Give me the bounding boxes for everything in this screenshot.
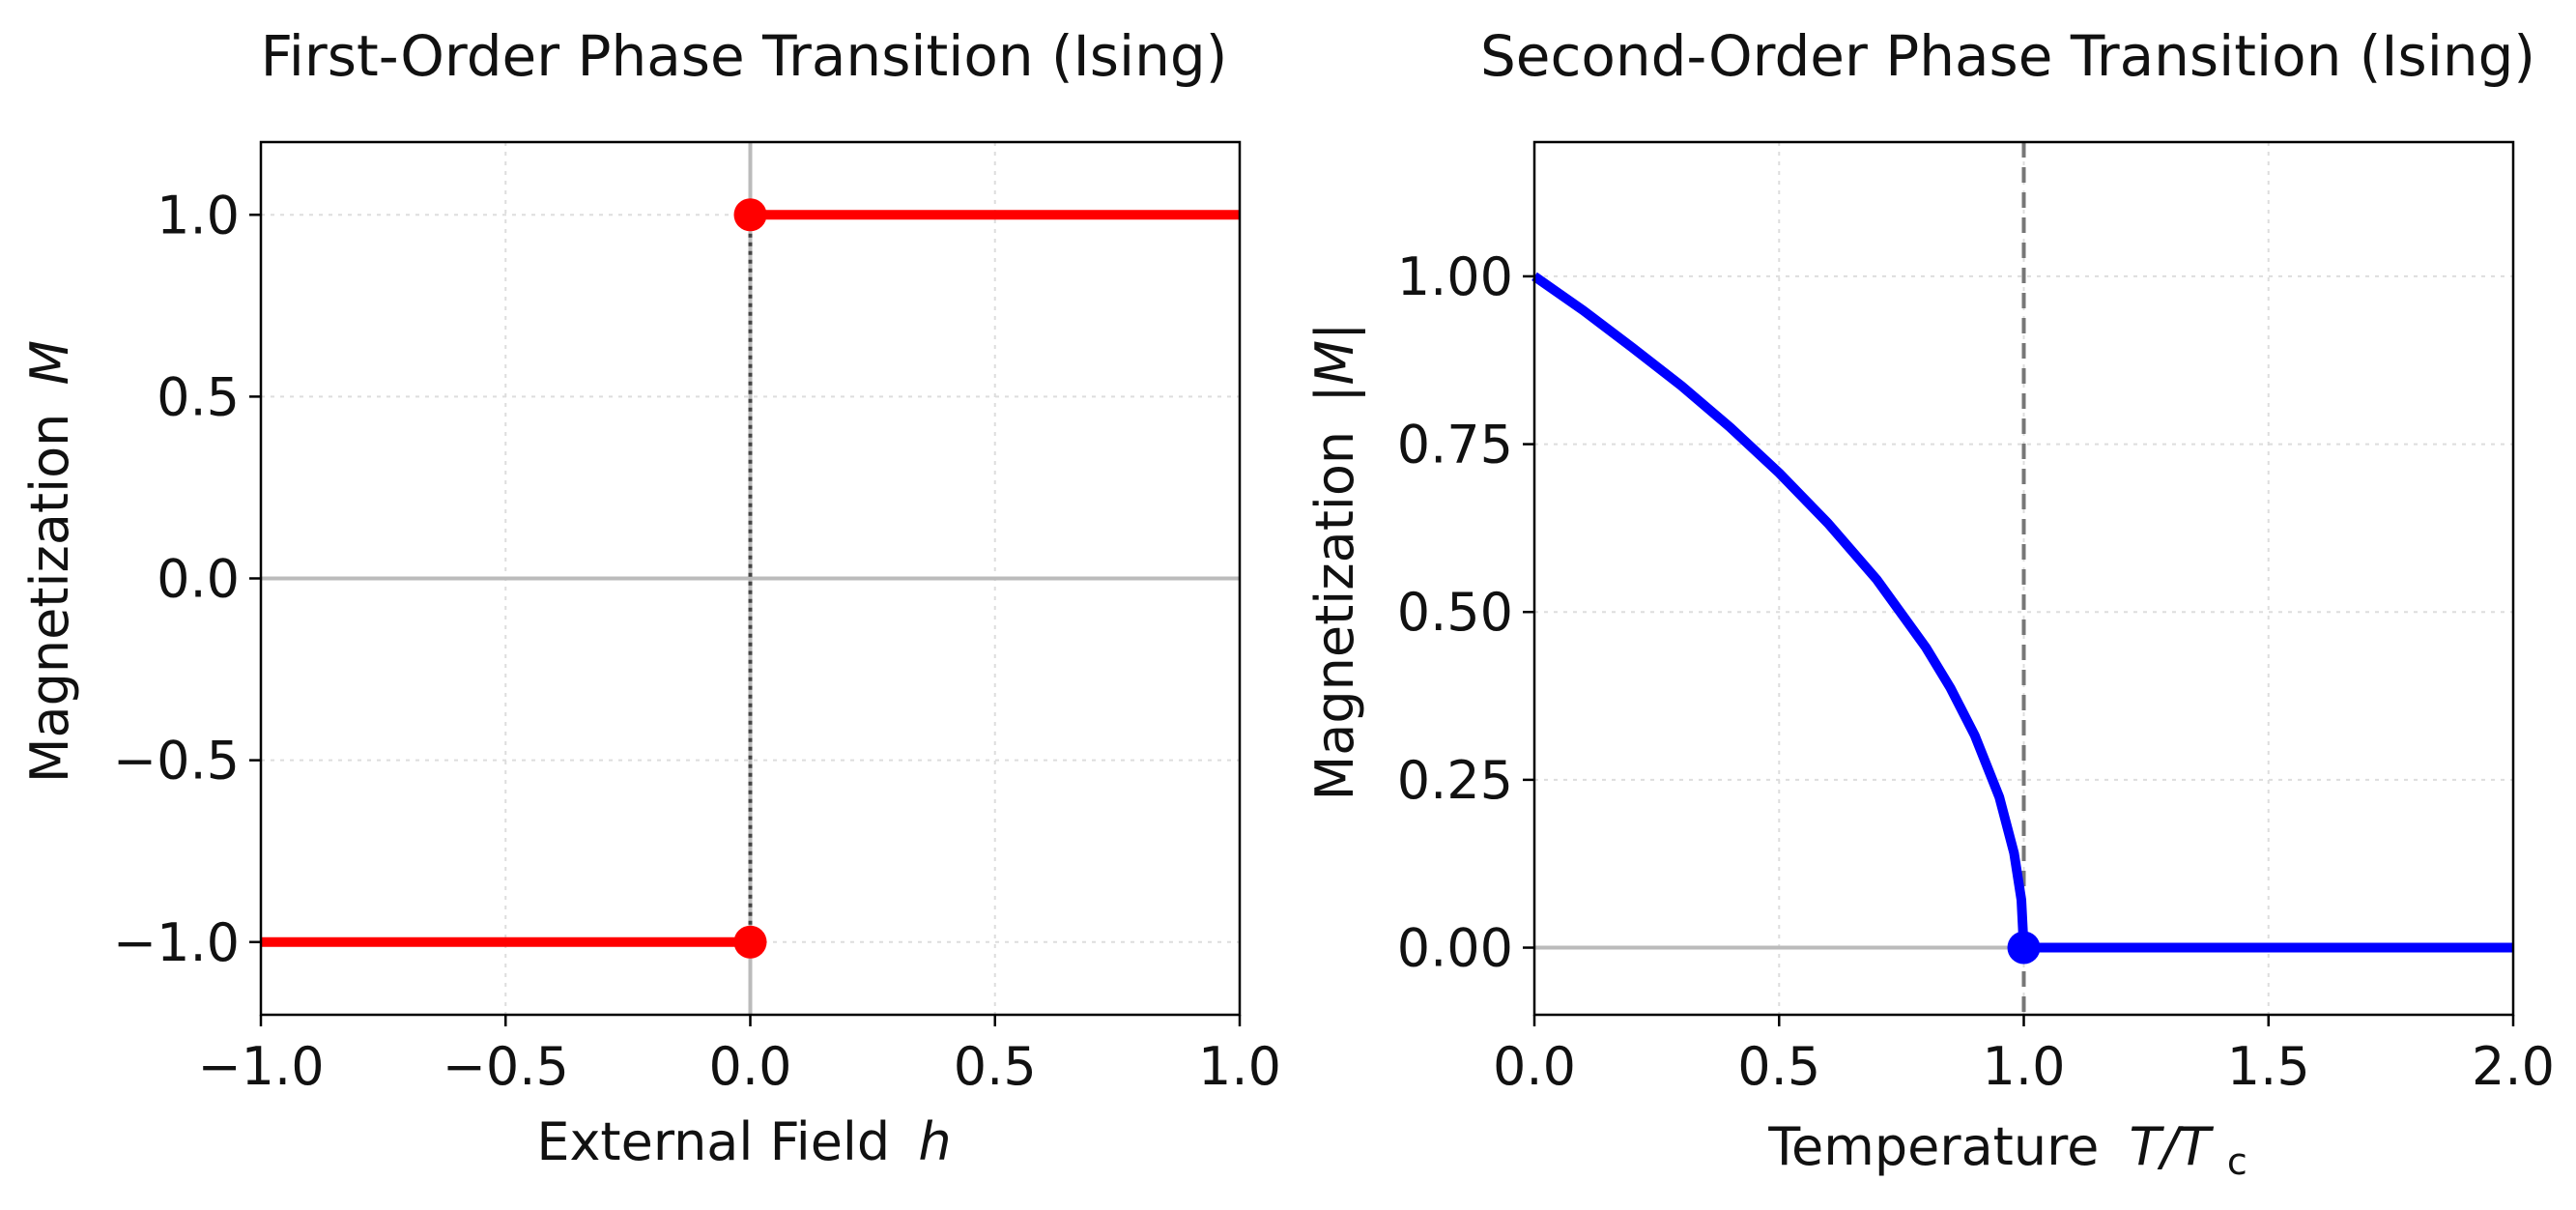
chart-title: Second-Order Phase Transition (Ising) [1480, 23, 2535, 89]
second-order-panel: Second-Order Phase Transition (Ising) 0.… [1304, 23, 2555, 1183]
x-tick-label: 0.5 [954, 1036, 1037, 1097]
reference-lines [1534, 142, 2513, 1015]
transition-point [733, 198, 767, 232]
x-tick-label: 1.0 [1198, 1036, 1281, 1097]
first-order-panel: First-Order Phase Transition (Ising) −1.… [19, 23, 1281, 1172]
y-axis-label: Magnetization M [19, 340, 80, 783]
x-axis-label-symbol: T/T [2129, 1116, 2214, 1177]
y-axis-ticks: −1.0 −0.5 0.0 0.5 1.0 [113, 185, 261, 973]
x-axis-label: Temperature T/T c [1767, 1116, 2247, 1183]
data-series [261, 210, 1240, 947]
y-axis-label: Magnetization |M| [1304, 323, 1365, 801]
reference-lines [261, 142, 1240, 1015]
x-tick-label: 1.5 [2227, 1036, 2310, 1097]
transition-markers [2007, 931, 2041, 965]
x-tick-label: 1.0 [1983, 1036, 2066, 1097]
x-tick-label: 2.0 [2472, 1036, 2555, 1097]
x-tick-label: −1.0 [197, 1036, 324, 1097]
x-tick-label: 0.5 [1737, 1036, 1820, 1097]
y-axis-label-text: Magnetization [19, 414, 80, 783]
y-tick-label: 0.25 [1397, 750, 1513, 811]
x-axis-label-text: Temperature [1767, 1116, 2099, 1177]
y-tick-label: 0.0 [157, 549, 240, 610]
x-axis-label-text: External Field [536, 1111, 890, 1172]
transition-point [2007, 931, 2041, 965]
y-tick-label: 1.00 [1397, 246, 1513, 307]
x-axis-ticks: −1.0 −0.5 0.0 0.5 1.0 [197, 1015, 1281, 1097]
y-axis-label-symbol: |M| [1304, 323, 1365, 403]
x-axis-ticks: 0.0 0.5 1.0 1.5 2.0 [1493, 1015, 2555, 1097]
x-tick-label: 0.0 [1493, 1036, 1576, 1097]
x-axis-label-subscript: c [2227, 1140, 2247, 1183]
x-axis-label-symbol: h [918, 1111, 951, 1172]
y-axis-ticks: 0.00 0.25 0.50 0.75 1.00 [1397, 246, 1534, 979]
x-axis-label: External Field h [536, 1111, 951, 1172]
x-tick-label: 0.0 [709, 1036, 792, 1097]
data-series [1531, 272, 2513, 953]
y-tick-label: −0.5 [113, 731, 240, 792]
y-tick-label: 0.00 [1397, 918, 1513, 979]
y-tick-label: 0.5 [157, 366, 240, 427]
y-tick-label: 0.75 [1397, 415, 1513, 475]
transition-point [733, 925, 767, 959]
y-tick-label: 1.0 [157, 185, 240, 245]
y-tick-label: −1.0 [113, 912, 240, 973]
x-tick-label: −0.5 [443, 1036, 569, 1097]
series-line-1 [1531, 272, 2029, 948]
y-axis-label-text: Magnetization [1304, 431, 1365, 800]
y-axis-label-symbol: M [19, 340, 80, 386]
chart-title: First-Order Phase Transition (Ising) [261, 23, 1228, 89]
transition-markers [733, 198, 767, 959]
y-tick-label: 0.50 [1397, 582, 1513, 643]
